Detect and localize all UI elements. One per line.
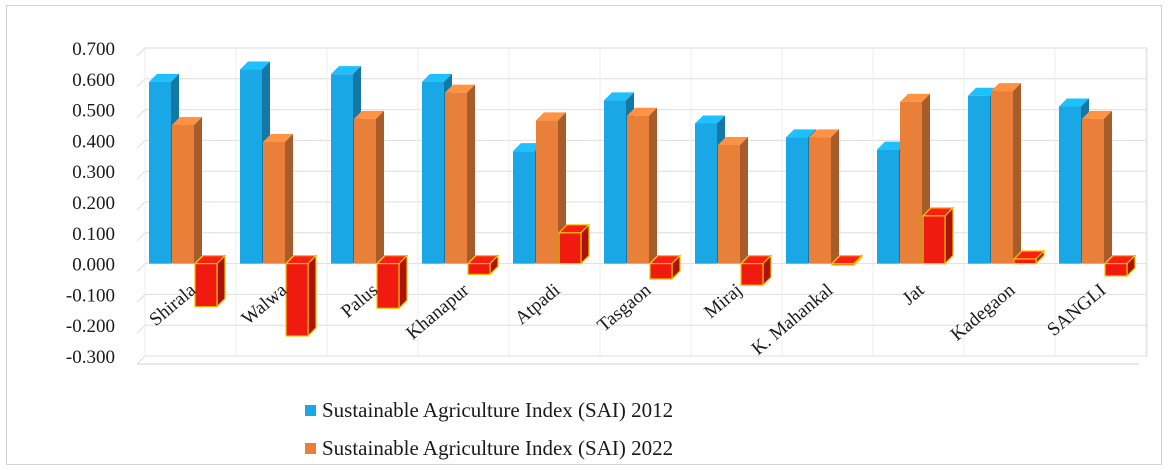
bar-change-8: [921, 206, 955, 266]
bar-change-9: [1012, 249, 1046, 266]
gridline-side: [136, 47, 146, 57]
y-tick-label: 0.400: [72, 131, 115, 152]
bar-sai-2022-4: [536, 112, 566, 264]
bars: [149, 61, 1137, 338]
gridline-side: [136, 78, 146, 88]
bar-change-0: [193, 254, 227, 309]
bar-change-1: [284, 254, 318, 338]
bar-change-5: [648, 254, 682, 281]
bar-sai-2022-0: [172, 117, 202, 264]
bar-change-2: [375, 254, 409, 310]
bar-sai-2022-2: [354, 110, 384, 264]
chart-frame: 0.700 0.600 0.500 0.400 0.300 0.200 0.100 0.000…: [6, 5, 1162, 465]
y-tick-label: -0.200: [66, 316, 115, 337]
bar-change-6: [739, 254, 773, 287]
bar-sai-2022-6: [718, 137, 748, 264]
gridline-side: [136, 232, 146, 242]
sai-bar-chart: 0.700 0.600 0.500 0.400 0.300 0.200 0.100 0.000…: [66, 39, 1148, 368]
gridline-side: [136, 355, 146, 365]
gridline-side: [136, 294, 146, 303]
y-tick-label: 0.600: [72, 70, 115, 91]
bar-change-10: [1103, 254, 1137, 278]
y-tick-label: 0.700: [72, 39, 115, 60]
bar-sai-2022-7: [809, 129, 839, 264]
gridline-side: [136, 170, 146, 180]
gridline-side: [136, 324, 146, 334]
gridline-side: [136, 109, 146, 118]
y-tick-label: -0.100: [66, 285, 115, 306]
bar-sai-2022-5: [627, 107, 657, 264]
legend-swatch-sai-2022: [305, 442, 316, 454]
y-tick-label: 0.100: [72, 224, 115, 245]
bar-sai-2022-1: [263, 133, 293, 264]
legend: Sustainable Agriculture Index (SAI) 2012…: [305, 391, 673, 467]
legend-label-sai-2022: Sustainable Agriculture Index (SAI) 2022: [322, 435, 674, 460]
bar-change-4: [557, 223, 591, 266]
legend-label-sai-2012: Sustainable Agriculture Index (SAI) 2012: [322, 397, 674, 422]
gridline-side: [136, 263, 146, 272]
bar-change-3: [466, 254, 500, 276]
bar-sai-2022-9: [991, 83, 1021, 264]
y-tick-label: -0.300: [66, 347, 115, 368]
bar-sai-2022-3: [445, 84, 475, 264]
bar-change-7: [830, 254, 864, 267]
y-tick-label: 0.500: [72, 101, 115, 122]
legend-item-sai-2012: Sustainable Agriculture Index (SAI) 2012: [305, 391, 673, 429]
gridline-side: [136, 201, 146, 211]
legend-item-sai-2022: Sustainable Agriculture Index (SAI) 2022: [305, 429, 673, 467]
y-axis: 0.700 0.600 0.500 0.400 0.300 0.200 0.100 0.000…: [66, 39, 115, 368]
gridline-side: [136, 140, 146, 149]
y-tick-label: 0.000: [72, 255, 115, 276]
bar-sai-2022-10: [1082, 110, 1112, 264]
y-tick-label: 0.200: [72, 193, 115, 214]
y-tick-label: 0.300: [72, 162, 115, 183]
legend-swatch-sai-2012: [305, 404, 316, 416]
